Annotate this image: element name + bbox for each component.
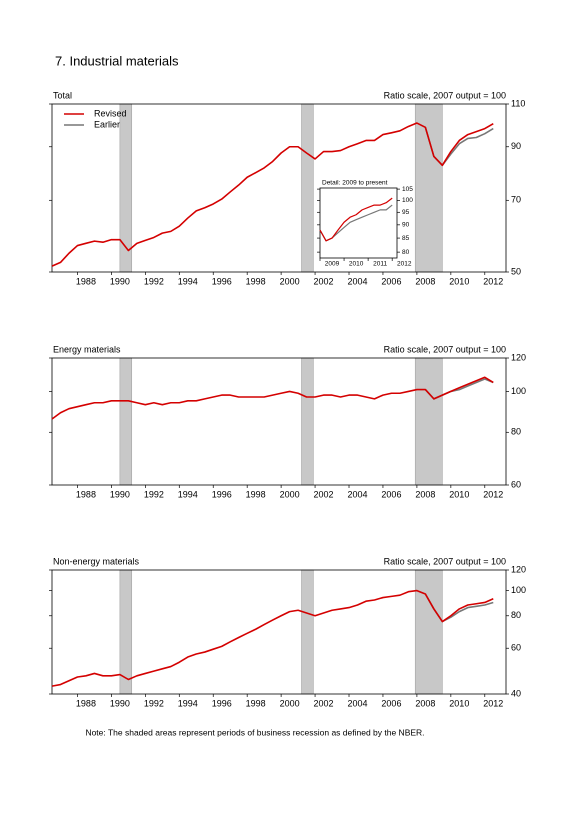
x-tick-label: 2012 xyxy=(397,261,412,268)
x-tick-label: 2002 xyxy=(314,489,334,499)
inset-background xyxy=(320,188,397,258)
y-tick-label: 100 xyxy=(402,197,413,204)
x-tick-label: 2008 xyxy=(415,489,435,499)
y-tick-label: 60 xyxy=(511,479,521,489)
x-tick-label: 1994 xyxy=(178,489,198,499)
x-tick-label: 1988 xyxy=(76,276,96,286)
y-tick-label: 120 xyxy=(511,564,526,574)
x-tick-label: 2006 xyxy=(381,698,401,708)
x-tick-label: 2008 xyxy=(415,276,435,286)
x-tick-label: 1990 xyxy=(110,276,130,286)
plot-frame xyxy=(319,187,398,259)
x-tick-label: 1996 xyxy=(212,276,232,286)
y-tick-label: 70 xyxy=(511,195,521,205)
x-tick-label: 2010 xyxy=(449,698,469,708)
x-tick-label: 1988 xyxy=(76,489,96,499)
y-tick-label: 80 xyxy=(402,249,410,256)
panel-title: Non-energy materials xyxy=(53,556,140,566)
x-tick-label: 2004 xyxy=(347,698,367,708)
y-tick-label: 90 xyxy=(402,222,410,229)
x-tick-label: 2012 xyxy=(483,489,503,499)
x-tick-label: 1994 xyxy=(178,276,198,286)
page-title: 7. Industrial materials xyxy=(55,53,179,68)
inset-title: Detail: 2009 to present xyxy=(322,180,388,187)
x-tick-label: 2012 xyxy=(483,276,503,286)
x-tick-label: 2000 xyxy=(280,276,300,286)
panel-subtitle: Ratio scale, 2007 output = 100 xyxy=(384,556,506,566)
series-line xyxy=(51,376,494,420)
x-tick-label: 2002 xyxy=(314,698,334,708)
y-tick-label: 95 xyxy=(402,209,410,216)
legend-label: Revised xyxy=(94,108,127,118)
x-tick-label: 1998 xyxy=(246,489,266,499)
y-tick-label: 120 xyxy=(511,352,526,362)
x-tick-label: 1988 xyxy=(76,698,96,708)
x-tick-label: 1998 xyxy=(246,276,266,286)
x-tick-label: 1992 xyxy=(144,276,164,286)
x-tick-label: 1992 xyxy=(144,489,164,499)
recession-band xyxy=(301,357,314,486)
series-line xyxy=(51,589,494,687)
series-line xyxy=(51,122,494,267)
x-tick-label: 2011 xyxy=(373,261,387,268)
note: Note: The shaded areas represent periods… xyxy=(85,727,424,737)
x-tick-label: 1992 xyxy=(144,698,164,708)
recession-band xyxy=(414,103,443,273)
panel-subtitle: Ratio scale, 2007 output = 100 xyxy=(384,90,506,100)
recession-band xyxy=(301,103,314,273)
x-tick-label: 2010 xyxy=(449,276,469,286)
x-tick-label: 2010 xyxy=(349,261,364,268)
recession-band xyxy=(414,569,443,695)
x-tick-label: 1994 xyxy=(178,698,198,708)
y-tick-label: 40 xyxy=(511,688,521,698)
x-tick-label: 2012 xyxy=(483,698,503,708)
y-tick-label: 90 xyxy=(511,141,521,151)
x-tick-label: 1990 xyxy=(110,698,130,708)
y-tick-label: 105 xyxy=(402,186,413,193)
x-tick-label: 2000 xyxy=(280,489,300,499)
x-tick-label: 2006 xyxy=(381,276,401,286)
recession-band xyxy=(119,357,133,486)
y-tick-label: 110 xyxy=(511,98,525,108)
x-tick-label: 1990 xyxy=(110,489,130,499)
panel-subtitle: Ratio scale, 2007 output = 100 xyxy=(384,344,506,354)
x-tick-label: 2004 xyxy=(347,276,367,286)
y-tick-label: 60 xyxy=(511,643,521,653)
x-tick-label: 1996 xyxy=(212,698,232,708)
x-tick-label: 1998 xyxy=(246,698,266,708)
x-tick-label: 2008 xyxy=(415,698,435,708)
x-tick-label: 2002 xyxy=(314,276,334,286)
plot-frame xyxy=(51,357,507,486)
panel-title: Total xyxy=(53,90,72,100)
panel-title: Energy materials xyxy=(53,344,121,354)
y-tick-label: 100 xyxy=(511,585,526,595)
series-line xyxy=(319,197,393,242)
plot-frame xyxy=(51,103,507,273)
x-tick-label: 2000 xyxy=(280,698,300,708)
recession-band xyxy=(301,569,314,695)
y-tick-label: 50 xyxy=(511,266,521,276)
plot-frame xyxy=(51,569,507,695)
x-tick-label: 2006 xyxy=(381,489,401,499)
y-tick-label: 100 xyxy=(511,386,526,396)
recession-band xyxy=(414,357,443,486)
x-tick-label: 2004 xyxy=(347,489,367,499)
x-tick-label: 2010 xyxy=(449,489,469,499)
y-tick-label: 80 xyxy=(511,610,521,620)
x-tick-label: 2009 xyxy=(325,261,340,268)
x-tick-label: 1996 xyxy=(212,489,232,499)
y-tick-label: 85 xyxy=(402,235,410,242)
y-tick-label: 80 xyxy=(511,427,521,437)
legend-label: Earlier xyxy=(94,119,120,129)
